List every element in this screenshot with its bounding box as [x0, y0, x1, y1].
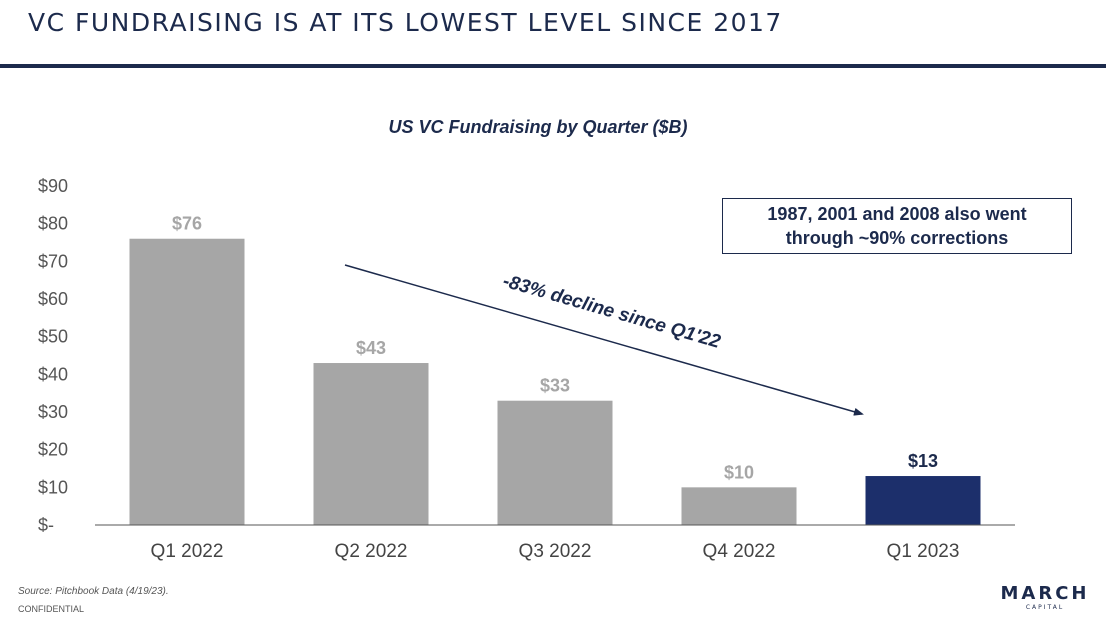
- y-tick-label: $40: [38, 364, 68, 384]
- march-capital-logo: MARCH CAPITAL: [990, 584, 1100, 612]
- decline-annotation: -83% decline since Q1'22: [500, 271, 723, 353]
- logo-wordmark: MARCH: [1000, 583, 1090, 604]
- bar-q2-2022: [313, 363, 429, 525]
- y-tick-label: $10: [38, 477, 68, 497]
- y-tick-label: $90: [38, 176, 68, 196]
- logo-subtitle: CAPITAL: [1025, 604, 1065, 611]
- bar-q4-2022: [681, 487, 797, 525]
- x-axis: Q1 2022 Q2 2022 Q3 2022 Q4 2022 Q1 2023: [151, 541, 960, 562]
- x-tick-label: Q1 2023: [887, 541, 960, 562]
- y-axis: $- $10 $20 $30 $40 $50 $60 $70 $80 $90: [38, 176, 68, 535]
- decline-arrow: [344, 264, 864, 416]
- y-tick-label: $60: [38, 289, 68, 309]
- y-tick-label: $20: [38, 440, 68, 460]
- x-tick-label: Q4 2022: [703, 541, 776, 562]
- y-tick-label: $50: [38, 327, 68, 347]
- data-labels: $76 $43 $33 $10 $13: [172, 214, 938, 483]
- y-tick-label: $-: [38, 515, 54, 535]
- callout-box: 1987, 2001 and 2008 also went through ~9…: [722, 198, 1072, 254]
- bar-q1-2023: [865, 476, 981, 525]
- data-label: $43: [356, 338, 386, 358]
- data-label: $33: [540, 376, 570, 396]
- x-tick-label: Q2 2022: [335, 541, 408, 562]
- data-label: $76: [172, 214, 202, 234]
- y-tick-label: $80: [38, 214, 68, 234]
- bar-series: [129, 238, 981, 525]
- y-tick-label: $70: [38, 251, 68, 271]
- source-note: Source: Pitchbook Data (4/19/23).: [18, 586, 169, 597]
- data-label: $13: [908, 451, 938, 471]
- x-tick-label: Q1 2022: [151, 541, 224, 562]
- x-tick-label: Q3 2022: [519, 541, 592, 562]
- title-divider: [0, 64, 1106, 68]
- chart-title: US VC Fundraising by Quarter ($B): [388, 117, 688, 137]
- bar-q1-2022: [129, 238, 245, 525]
- confidential-label: CONFIDENTIAL: [18, 604, 85, 614]
- bar-q3-2022: [497, 400, 613, 525]
- slide-title: VC FUNDRAISING IS AT ITS LOWEST LEVEL SI…: [28, 8, 783, 37]
- y-tick-label: $30: [38, 402, 68, 422]
- data-label: $10: [724, 462, 754, 482]
